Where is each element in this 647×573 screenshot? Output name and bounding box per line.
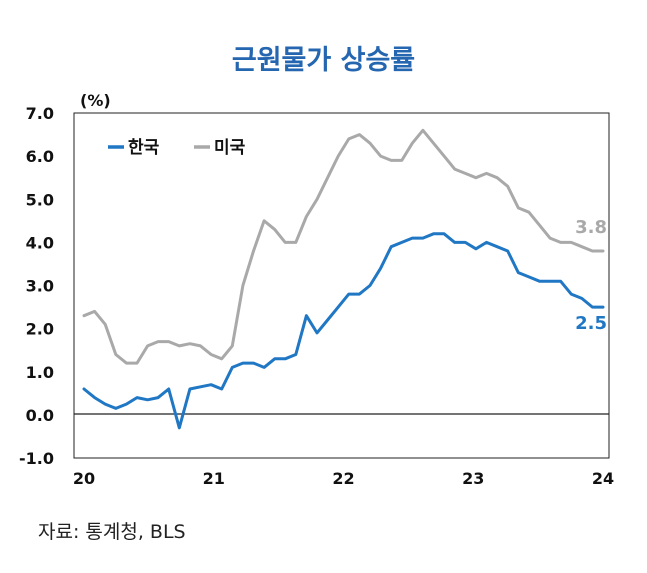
y-axis-ticks: 7.0 6.0 5.0 4.0 3.0 2.0 1.0 0.0 -1.0 bbox=[19, 104, 54, 468]
series-line-korea bbox=[82, 232, 605, 430]
x-axis-ticks: 20 21 22 23 24 bbox=[73, 469, 614, 488]
y-tick-label: 4.0 bbox=[26, 233, 54, 252]
chart-title: 근원물가 상승률 bbox=[231, 45, 416, 76]
y-tick-label: 5.0 bbox=[26, 190, 54, 209]
series-line-us bbox=[82, 128, 605, 365]
end-value-label: 2.5 bbox=[575, 313, 607, 334]
x-tick-label: 24 bbox=[592, 469, 614, 488]
plot-frame bbox=[73, 112, 610, 459]
end-value-label: 3.8 bbox=[575, 217, 607, 238]
source-note: 자료: 통계청, BLS bbox=[38, 521, 186, 543]
y-tick-label: 3.0 bbox=[26, 277, 54, 296]
x-tick-label: 22 bbox=[332, 469, 354, 488]
y-tick-label: 6.0 bbox=[26, 147, 54, 166]
series-lines: 3.8 2.5 bbox=[82, 128, 607, 430]
y-tick-label: 2.0 bbox=[26, 320, 54, 339]
x-tick-label: 21 bbox=[203, 469, 225, 488]
y-tick-label: 7.0 bbox=[26, 104, 54, 123]
y-unit-label: (%) bbox=[80, 91, 111, 110]
legend-label: 한국 bbox=[128, 138, 160, 158]
y-tick-label: 1.0 bbox=[26, 363, 54, 382]
y-tick-label: -1.0 bbox=[19, 449, 54, 468]
legend-label: 미국 bbox=[214, 138, 246, 158]
y-tick-label: 0.0 bbox=[26, 406, 54, 425]
x-tick-label: 23 bbox=[462, 469, 484, 488]
x-tick-label: 20 bbox=[73, 469, 95, 488]
line-chart: (%) 7.06.05.04.03.02.01.00.0-1.0 20 21 22 2… bbox=[19, 91, 614, 488]
legend: 한국 미국 bbox=[108, 138, 246, 158]
